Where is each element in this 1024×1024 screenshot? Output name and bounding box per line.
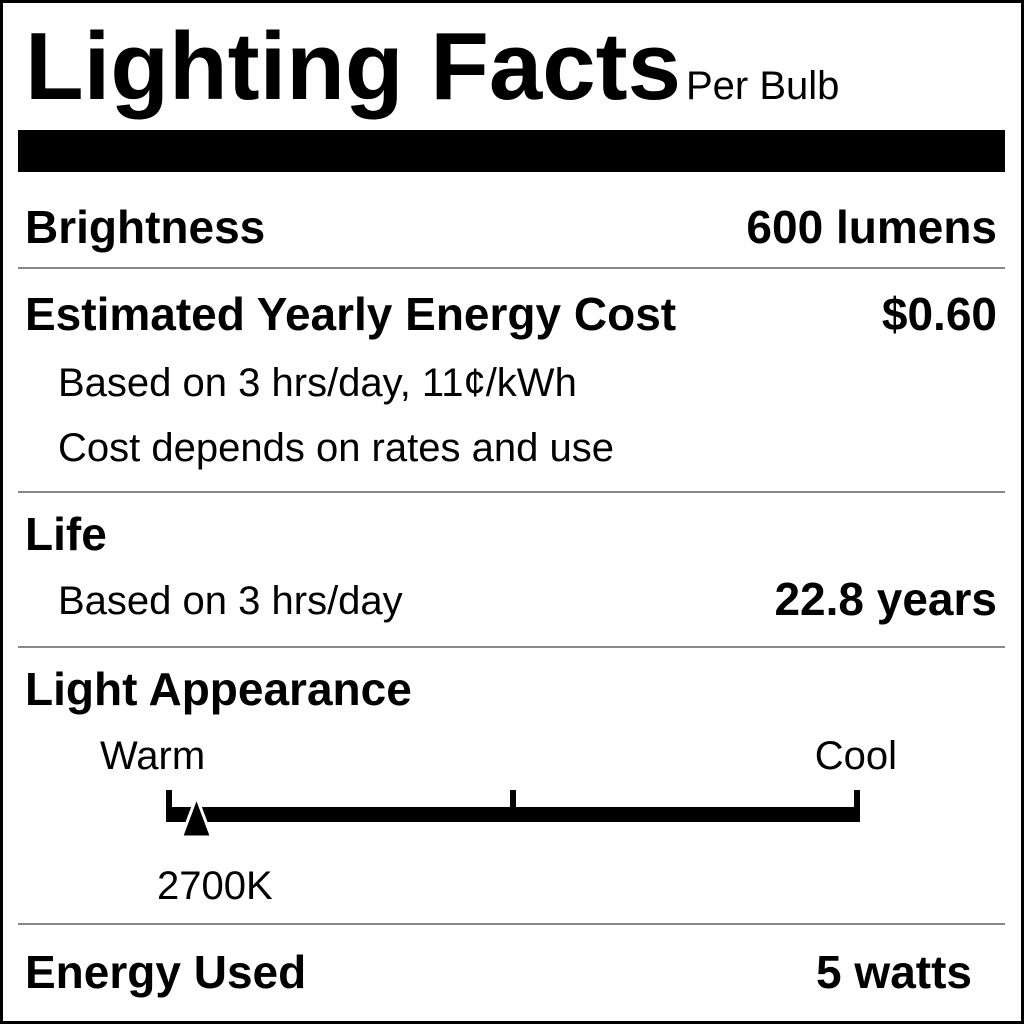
divider <box>18 923 1005 925</box>
scale-tick-mid <box>510 790 516 822</box>
label-subtitle: Per Bulb <box>686 64 840 108</box>
scale-tick-cool <box>854 790 860 822</box>
temperature-marker-icon <box>179 792 214 839</box>
appearance-label: Light Appearance <box>25 663 412 715</box>
divider <box>18 267 1005 269</box>
life-value: 22.8 years <box>774 573 997 625</box>
life-note: Based on 3 hrs/day <box>58 579 403 623</box>
color-temperature-scale <box>166 790 860 839</box>
cool-label: Cool <box>814 734 897 778</box>
cost-label: Estimated Yearly Energy Cost <box>25 288 677 340</box>
energy-value: 5 watts <box>816 946 972 998</box>
divider <box>18 646 1005 648</box>
brightness-value: 600 lumens <box>746 201 997 253</box>
cost-value: $0.60 <box>881 288 997 340</box>
cost-note-depends: Cost depends on rates and use <box>58 426 614 470</box>
scale-tick-warm <box>166 790 172 822</box>
energy-label: Energy Used <box>25 946 307 998</box>
divider <box>18 491 1005 493</box>
cost-note-rate: Based on 3 hrs/day, 11¢/kWh <box>58 361 577 405</box>
label-title: Lighting Facts <box>25 13 681 120</box>
appearance-value: 2700K <box>157 864 273 908</box>
brightness-label: Brightness <box>25 201 266 253</box>
warm-label: Warm <box>100 734 206 778</box>
title-rule <box>18 130 1005 172</box>
life-label: Life <box>25 508 107 560</box>
